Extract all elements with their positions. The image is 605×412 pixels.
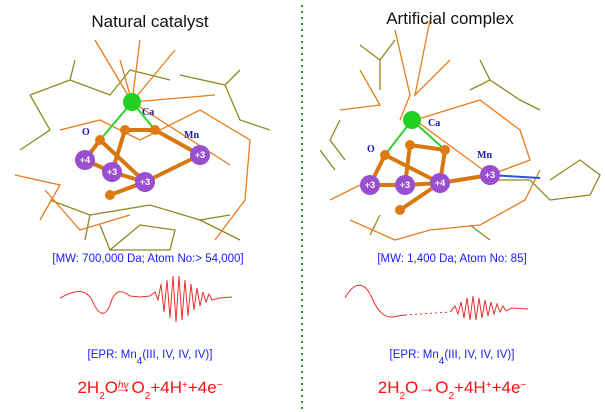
oxidation-label: +3 [485, 170, 495, 180]
oxidation-label: +3 [400, 180, 410, 190]
superscript: − [520, 380, 526, 391]
molecule: Ca O Mn +4 +3 +3 +3 [15, 40, 270, 250]
epr-label: [EPR: Mn4(III, IV, IV, IV)] [88, 349, 213, 367]
atom-label: Ca [428, 118, 440, 129]
epr-spectrum [345, 285, 405, 317]
atom-label: O [82, 127, 90, 138]
equation: 2H2O→O2+4H++4e− [378, 378, 527, 402]
molecule: Ca O Mn +3 +3 +4 +3 [320, 20, 600, 240]
atom-label: Mn [477, 150, 492, 161]
atom-label: O [367, 144, 375, 155]
text: O→O [405, 378, 448, 397]
epr-spectrum [60, 276, 232, 322]
text: +4e [188, 378, 217, 397]
superscript: − [217, 380, 223, 391]
text: +4H [454, 378, 486, 397]
atom-label: Ca [142, 107, 154, 118]
text: O [132, 378, 145, 397]
text: 2H [378, 378, 400, 397]
panel-title: Artificial complex [386, 9, 514, 28]
text: +4H [150, 378, 182, 397]
text: +4e [492, 378, 521, 397]
epr-label: [EPR: Mn4(III, IV, IV, IV)] [390, 349, 515, 367]
text: (III, IV, IV, IV)] [142, 349, 212, 361]
text: [EPR: Mn [88, 349, 137, 361]
epr-spectrum [405, 312, 450, 315]
oxidation-label: +3 [195, 150, 205, 160]
oxidation-label: +3 [107, 167, 117, 177]
oxidation-label: +3 [365, 180, 375, 190]
oxidation-label: +3 [140, 177, 150, 187]
oxidation-label: +4 [435, 178, 445, 188]
molecular-weight: [MW: 700,000 Da; Atom No:> 54,000] [52, 253, 243, 265]
text: (III, IV, IV, IV)] [444, 349, 514, 361]
text: 2H [77, 378, 99, 397]
equation: 2H2Ohν→O2+4H++4e− [77, 378, 222, 402]
figure: Natural catalyst Ca O Mn +4 +3 +3 +3 [MW… [0, 0, 605, 412]
atom-label: Mn [184, 130, 199, 141]
panel-title: Natural catalyst [91, 12, 208, 31]
molecular-weight: [MW: 1,400 Da; Atom No: 85] [377, 253, 526, 265]
text: [EPR: Mn [390, 349, 439, 361]
epr-spectrum [450, 296, 528, 320]
text: → [115, 378, 132, 397]
oxidation-label: +4 [80, 155, 90, 165]
